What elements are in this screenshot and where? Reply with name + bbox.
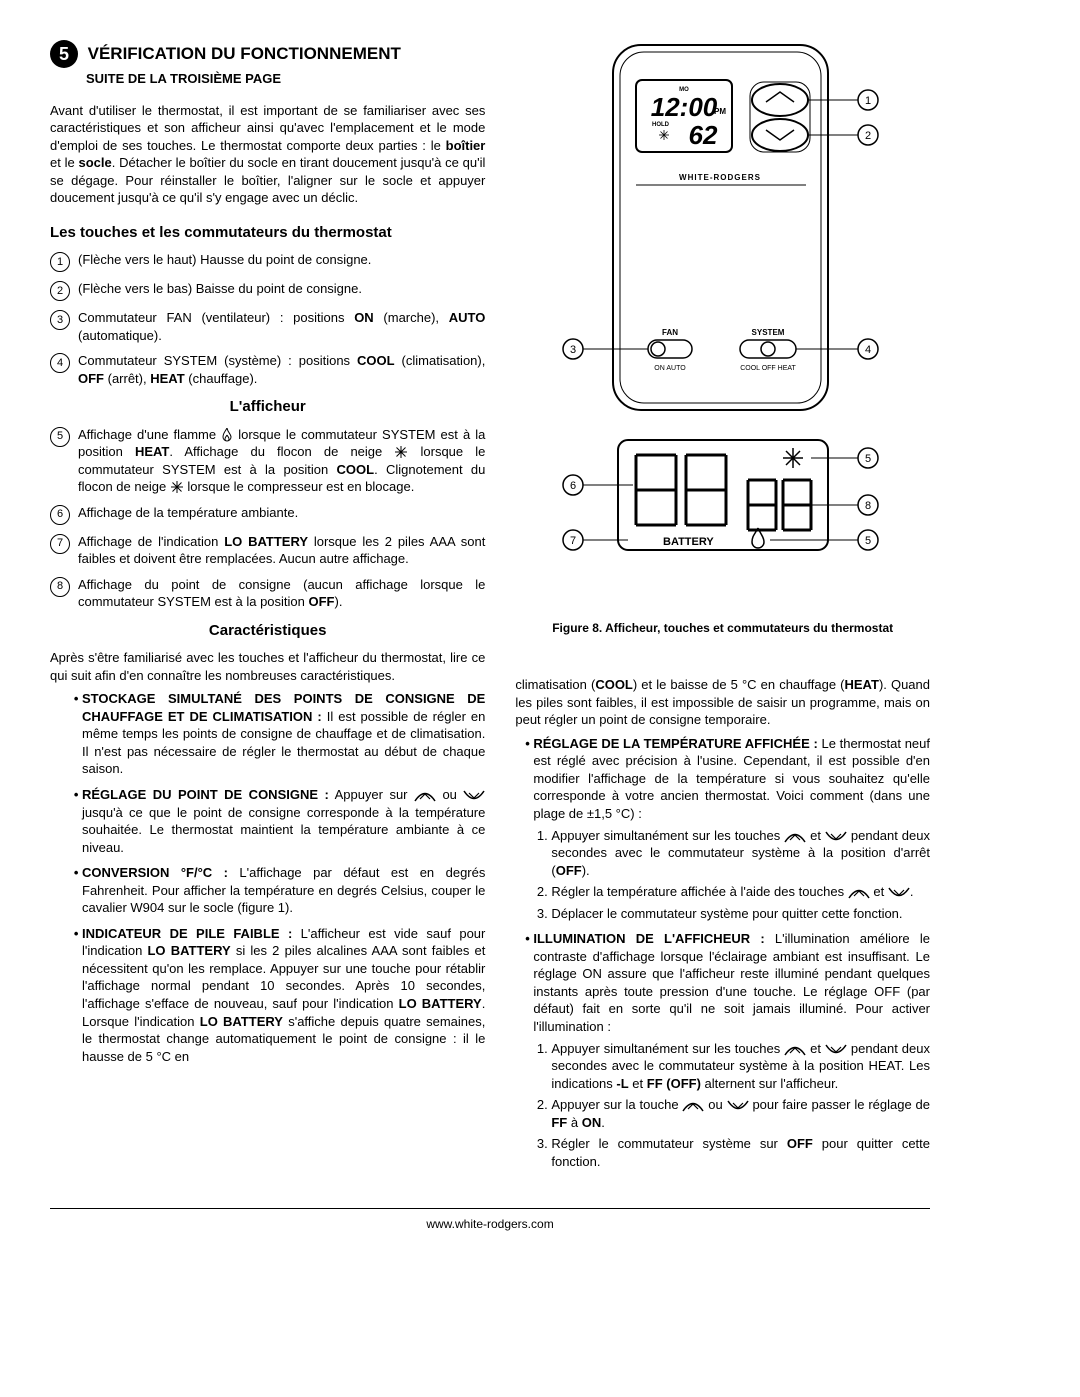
- arrow-up-icon: [682, 1100, 704, 1112]
- svg-text:5: 5: [865, 453, 871, 465]
- arrow-down-icon: [825, 831, 847, 843]
- callout-number: 2: [50, 281, 70, 301]
- display-text: Affichage de l'indication LO BATTERY lor…: [78, 533, 485, 568]
- thermostat-figure: MO 12:00 PM HOLD 62 WHITE-RODGERS FAN SY…: [558, 40, 888, 610]
- callout-number: 3: [50, 310, 70, 330]
- section-title: VÉRIFICATION DU FONCTIONNEMENT: [88, 43, 401, 66]
- feature-item: RÉGLAGE DU POINT DE CONSIGNE : Appuyer s…: [82, 786, 485, 856]
- snowflake-icon: [170, 480, 184, 494]
- intro-paragraph: Avant d'utiliser le thermostat, il est i…: [50, 102, 485, 207]
- step-item: Régler le commutateur système sur OFF po…: [551, 1135, 930, 1170]
- svg-text:6: 6: [570, 480, 576, 492]
- svg-text:BATTERY: BATTERY: [663, 536, 714, 548]
- svg-text:3: 3: [570, 344, 576, 356]
- display-item: 8 Affichage du point de consigne (aucun …: [50, 576, 485, 611]
- footer-divider: [50, 1208, 930, 1209]
- display-item: 5 Affichage d'une flamme lorsque le comm…: [50, 426, 485, 496]
- svg-text:PM: PM: [714, 107, 726, 116]
- arrow-down-icon: [463, 790, 485, 802]
- feature-item: INDICATEUR DE PILE FAIBLE : L'afficheur …: [82, 925, 485, 1065]
- svg-text:1: 1: [865, 95, 871, 107]
- step-item: Appuyer sur la touche ou pour faire pass…: [551, 1096, 930, 1131]
- arrow-down-icon: [888, 887, 910, 899]
- feature-item: ILLUMINATION DE L'AFFICHEUR : L'illumina…: [533, 930, 930, 1170]
- control-text: Commutateur SYSTEM (système) : positions…: [78, 352, 485, 387]
- display-text: Affichage de la température ambiante.: [78, 504, 485, 525]
- svg-text:2: 2: [865, 130, 871, 142]
- control-item: 4 Commutateur SYSTEM (système) : positio…: [50, 352, 485, 387]
- footer-url: www.white-rodgers.com: [50, 1216, 930, 1232]
- svg-text:SYSTEM: SYSTEM: [751, 328, 784, 337]
- step-item: Régler la température affichée à l'aide …: [551, 883, 930, 901]
- features-lead: Après s'être familiarisé avec les touche…: [50, 649, 485, 684]
- snowflake-icon: [394, 445, 408, 459]
- svg-text:8: 8: [865, 500, 871, 512]
- arrow-up-icon: [784, 831, 806, 843]
- svg-text:ON AUTO: ON AUTO: [654, 365, 686, 372]
- control-item: 1 (Flèche vers le haut) Hausse du point …: [50, 251, 485, 272]
- control-text: Commutateur FAN (ventilateur) : position…: [78, 309, 485, 344]
- svg-text:4: 4: [865, 344, 871, 356]
- display-item: 7 Affichage de l'indication LO BATTERY l…: [50, 533, 485, 568]
- callout-number: 7: [50, 534, 70, 554]
- feature-item: STOCKAGE SIMULTANÉ DES POINTS DE CONSIGN…: [82, 690, 485, 778]
- svg-text:HOLD: HOLD: [652, 122, 670, 128]
- svg-text:62: 62: [688, 120, 717, 150]
- display-text: Affichage d'une flamme lorsque le commut…: [78, 426, 485, 496]
- step-number-badge: 5: [50, 40, 78, 68]
- control-item: 3 Commutateur FAN (ventilateur) : positi…: [50, 309, 485, 344]
- feature-item: RÉGLAGE DE LA TEMPÉRATURE AFFICHÉE : Le …: [533, 735, 930, 922]
- callout-number: 8: [50, 577, 70, 597]
- arrow-down-icon: [727, 1100, 749, 1112]
- svg-text:WHITE-RODGERS: WHITE-RODGERS: [679, 173, 761, 182]
- control-text: (Flèche vers le haut) Hausse du point de…: [78, 251, 485, 272]
- callout-number: 6: [50, 505, 70, 525]
- step-item: Déplacer le commutateur système pour qui…: [551, 905, 930, 923]
- svg-text:7: 7: [570, 535, 576, 547]
- control-text: (Flèche vers le bas) Baisse du point de …: [78, 280, 485, 301]
- display-heading: L'afficheur: [50, 397, 485, 417]
- callout-number: 5: [50, 427, 70, 447]
- svg-text:5: 5: [865, 535, 871, 547]
- control-item: 2 (Flèche vers le bas) Baisse du point d…: [50, 280, 485, 301]
- arrow-up-icon: [414, 790, 436, 802]
- callout-number: 1: [50, 252, 70, 272]
- arrow-up-icon: [784, 1044, 806, 1056]
- features-heading: Caractéristiques: [50, 621, 485, 641]
- arrow-up-icon: [848, 887, 870, 899]
- flame-icon: [221, 428, 233, 442]
- step-item: Appuyer simultanément sur les touches et…: [551, 827, 930, 880]
- arrow-down-icon: [825, 1044, 847, 1056]
- feature-item: CONVERSION °F/°C : L'affichage par défau…: [82, 864, 485, 917]
- callout-number: 4: [50, 353, 70, 373]
- display-item: 6 Affichage de la température ambiante.: [50, 504, 485, 525]
- step-item: Appuyer simultanément sur les touches et…: [551, 1040, 930, 1093]
- svg-text:FAN: FAN: [662, 328, 678, 337]
- controls-heading: Les touches et les commutateurs du therm…: [50, 223, 485, 243]
- svg-text:12:00: 12:00: [650, 92, 717, 122]
- display-text: Affichage du point de consigne (aucun af…: [78, 576, 485, 611]
- svg-text:COOL OFF HEAT: COOL OFF HEAT: [740, 365, 796, 372]
- feature-continuation: climatisation (COOL) et le baisse de 5 °…: [515, 676, 930, 729]
- section-subtitle: SUITE DE LA TROISIÈME PAGE: [86, 70, 485, 88]
- figure-caption: Figure 8. Afficheur, touches et commutat…: [515, 620, 930, 636]
